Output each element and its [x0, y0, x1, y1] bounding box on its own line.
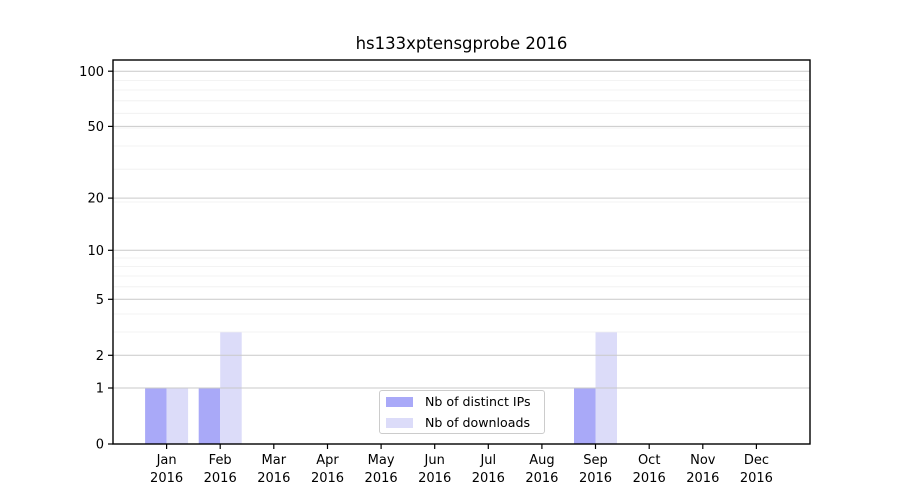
x-tick-year-label-nov: 2016: [686, 471, 719, 486]
legend-item-downloads: Nb of downloads: [386, 415, 544, 430]
x-tick-year-label-oct: 2016: [633, 471, 666, 486]
bar-distinct-ips-feb: [198, 388, 221, 444]
x-tick-label-oct: Oct: [638, 453, 660, 468]
x-tick-label-dec: Dec: [744, 453, 769, 468]
legend-swatch-downloads-icon: [386, 417, 413, 428]
legend-label-distinct-ips: Nb of distinct IPs: [425, 394, 531, 409]
x-tick-label-jul: Jul: [479, 453, 496, 468]
x-tick-label-feb: Feb: [209, 453, 232, 468]
y-tick-label-50: 50: [87, 120, 104, 135]
bar-downloads-jan: [166, 388, 189, 444]
y-tick-label-1: 1: [96, 382, 104, 397]
x-tick-label-jun: Jun: [424, 453, 445, 468]
x-tick-year-label-aug: 2016: [525, 471, 558, 486]
x-tick-label-may: May: [368, 453, 395, 468]
x-tick-year-label-jun: 2016: [418, 471, 451, 486]
legend-label-downloads: Nb of downloads: [425, 415, 531, 430]
x-tick-year-label-dec: 2016: [740, 471, 773, 486]
x-tick-label-mar: Mar: [262, 453, 287, 468]
x-tick-label-nov: Nov: [690, 453, 716, 468]
x-tick-label-sep: Sep: [583, 453, 608, 468]
y-tick-label-5: 5: [96, 293, 104, 308]
chart-title: hs133xptensgprobe 2016: [355, 34, 568, 53]
x-tick-year-label-sep: 2016: [579, 471, 612, 486]
bar-distinct-ips-sep: [574, 388, 596, 444]
x-tick-label-jan: Jan: [156, 453, 177, 468]
legend: Nb of distinct IPs Nb of downloads: [379, 390, 545, 434]
x-tick-year-label-mar: 2016: [257, 471, 290, 486]
x-tick-label-apr: Apr: [316, 453, 339, 468]
x-tick-year-label-feb: 2016: [204, 471, 237, 486]
x-tick-year-label-may: 2016: [365, 471, 398, 486]
y-tick-label-2: 2: [96, 349, 104, 364]
y-tick-label-100: 100: [79, 65, 104, 80]
y-tick-label-0: 0: [96, 438, 104, 453]
x-tick-year-label-jan: 2016: [150, 471, 183, 486]
y-tick-label-20: 20: [87, 192, 104, 207]
bar-distinct-ips-jan: [145, 388, 167, 444]
y-tick-label-10: 10: [87, 244, 104, 259]
legend-item-distinct-ips: Nb of distinct IPs: [386, 394, 544, 409]
legend-swatch-distinct-ips-icon: [386, 396, 413, 407]
plot-frame: [112, 59, 811, 445]
x-tick-year-label-apr: 2016: [311, 471, 344, 486]
x-tick-year-label-jul: 2016: [472, 471, 505, 486]
x-tick-label-aug: Aug: [529, 453, 554, 468]
